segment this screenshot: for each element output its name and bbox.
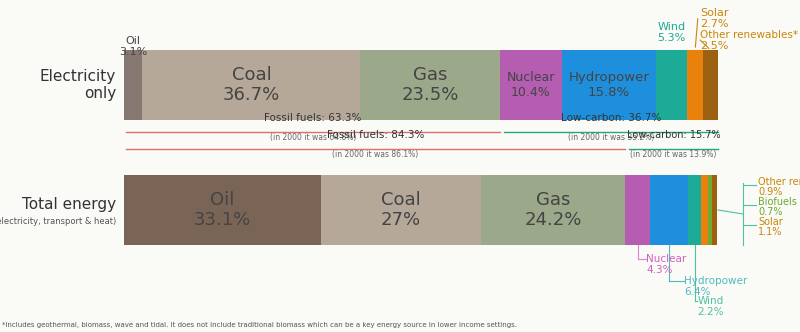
Text: Solar: Solar <box>700 8 729 18</box>
Text: Hydropower: Hydropower <box>684 276 747 286</box>
Text: *Includes geothermal, biomass, wave and tidal. It does not include traditional b: *Includes geothermal, biomass, wave and … <box>2 322 517 328</box>
Text: Other renewables*: Other renewables* <box>758 177 800 187</box>
Bar <box>361 50 500 120</box>
Text: Fossil fuels: 84.3%: Fossil fuels: 84.3% <box>326 130 424 140</box>
Text: Oil: Oil <box>126 36 141 46</box>
Text: Solar: Solar <box>758 217 782 227</box>
Text: (in 2000 it was 64.8%): (in 2000 it was 64.8%) <box>270 133 356 142</box>
Text: 6.4%: 6.4% <box>684 287 710 297</box>
Text: Coal
27%: Coal 27% <box>381 191 421 229</box>
Bar <box>625 175 650 245</box>
Bar <box>708 175 712 245</box>
Text: 4.3%: 4.3% <box>646 265 673 275</box>
Bar <box>702 175 708 245</box>
Text: 2.2%: 2.2% <box>698 307 724 317</box>
Bar <box>712 175 718 245</box>
Bar <box>500 50 562 120</box>
Text: (in 2000 it was 86.1%): (in 2000 it was 86.1%) <box>332 150 418 159</box>
Text: (electricity, transport & heat): (electricity, transport & heat) <box>0 217 116 226</box>
Bar <box>703 50 718 120</box>
Text: Wind: Wind <box>698 296 724 306</box>
Bar <box>321 175 481 245</box>
Text: 0.7%: 0.7% <box>758 207 782 217</box>
Bar <box>562 50 656 120</box>
Bar <box>142 50 361 120</box>
Text: 3.1%: 3.1% <box>119 47 147 57</box>
Text: (in 2000 it was 13.9%): (in 2000 it was 13.9%) <box>630 150 717 159</box>
Bar <box>688 175 702 245</box>
Text: (in 2000 it was 35.2%): (in 2000 it was 35.2%) <box>568 133 654 142</box>
Text: 2.7%: 2.7% <box>700 19 729 29</box>
Text: Electricity
only: Electricity only <box>40 69 116 101</box>
Bar <box>650 175 688 245</box>
Text: 1.1%: 1.1% <box>758 227 782 237</box>
Text: Gas
23.5%: Gas 23.5% <box>402 66 459 104</box>
Text: Other renewables*: Other renewables* <box>700 30 798 40</box>
Text: Nuclear
10.4%: Nuclear 10.4% <box>506 71 555 99</box>
Bar <box>124 175 321 245</box>
Text: Hydropower
15.8%: Hydropower 15.8% <box>568 71 649 99</box>
Text: Biofuels: Biofuels <box>758 197 797 207</box>
Bar <box>124 50 142 120</box>
Text: 2.5%: 2.5% <box>700 41 728 51</box>
Text: Nuclear: Nuclear <box>646 254 686 264</box>
Bar <box>481 175 625 245</box>
Text: Gas
24.2%: Gas 24.2% <box>524 191 582 229</box>
Text: 5.3%: 5.3% <box>658 33 686 43</box>
Text: Total energy: Total energy <box>22 197 116 211</box>
Text: Low-carbon: 36.7%: Low-carbon: 36.7% <box>561 113 661 123</box>
Bar <box>687 50 703 120</box>
Text: Wind: Wind <box>658 22 686 32</box>
Text: 0.9%: 0.9% <box>758 187 782 197</box>
Text: Coal
36.7%: Coal 36.7% <box>222 66 280 104</box>
Bar <box>656 50 687 120</box>
Text: Fossil fuels: 63.3%: Fossil fuels: 63.3% <box>264 113 362 123</box>
Text: Low-carbon: 15.7%: Low-carbon: 15.7% <box>626 130 720 140</box>
Text: Oil
33.1%: Oil 33.1% <box>194 191 251 229</box>
